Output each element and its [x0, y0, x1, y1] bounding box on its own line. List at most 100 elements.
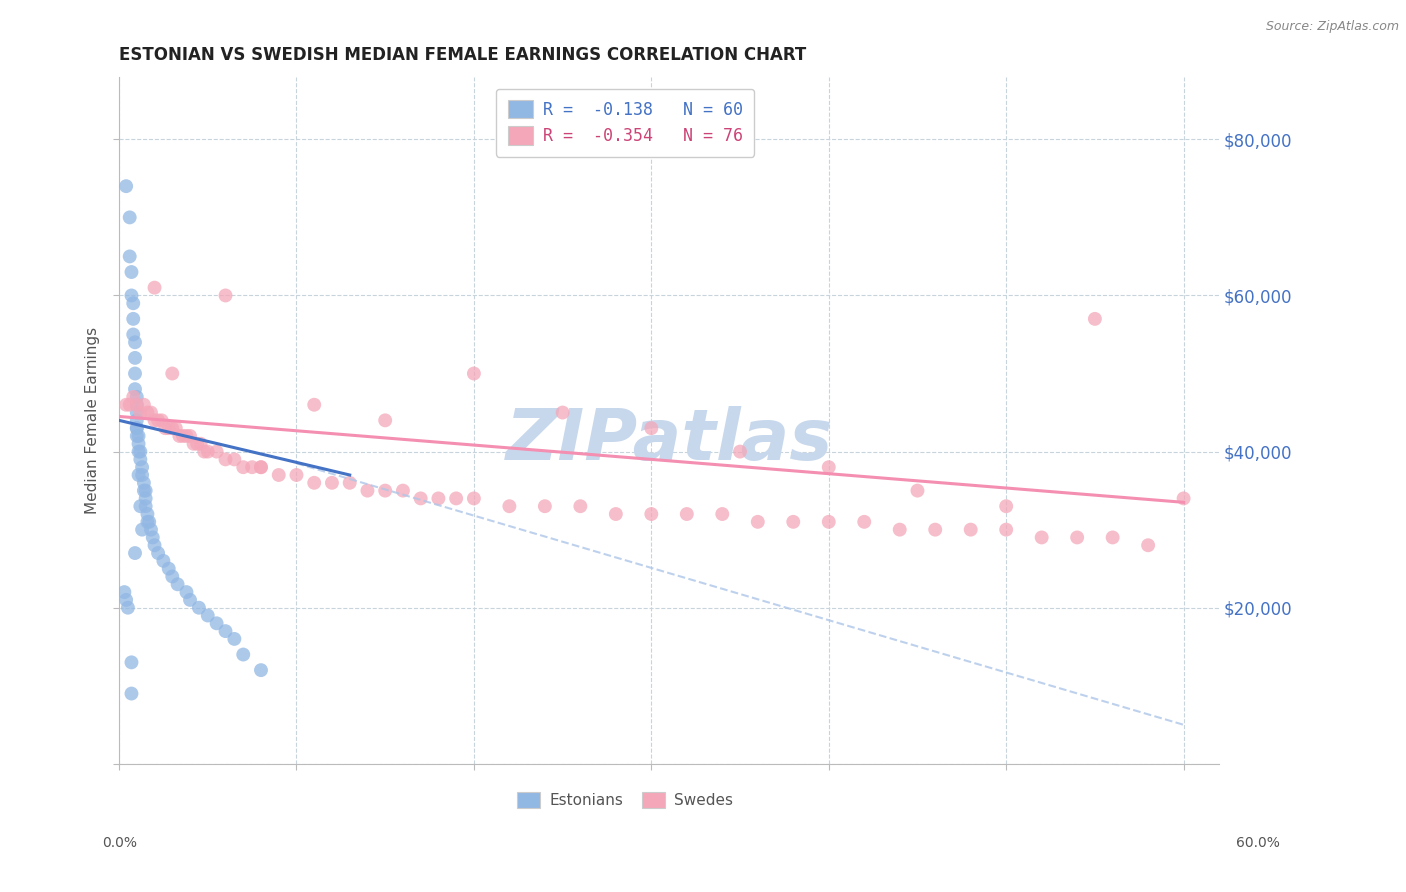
Point: [193, 444, 215, 458]
Point: [356, 483, 378, 498]
Point: [176, 429, 198, 443]
Point: [551, 405, 574, 419]
Point: [115, 179, 138, 194]
Point: [162, 367, 184, 381]
Point: [250, 460, 273, 475]
Point: [150, 413, 173, 427]
Point: [1031, 531, 1053, 545]
Point: [143, 280, 166, 294]
Point: [132, 483, 155, 498]
Text: Source: ZipAtlas.com: Source: ZipAtlas.com: [1265, 20, 1399, 33]
Point: [463, 491, 485, 506]
Point: [121, 288, 143, 302]
Point: [125, 405, 148, 419]
Point: [197, 444, 219, 458]
Point: [728, 444, 751, 458]
Point: [374, 483, 396, 498]
Point: [214, 452, 236, 467]
Point: [959, 523, 981, 537]
Point: [1084, 311, 1107, 326]
Point: [124, 367, 146, 381]
Point: [112, 585, 135, 599]
Point: [711, 507, 734, 521]
Point: [131, 523, 153, 537]
Text: 60.0%: 60.0%: [1236, 836, 1281, 850]
Point: [129, 444, 152, 458]
Point: [214, 288, 236, 302]
Point: [124, 546, 146, 560]
Point: [427, 491, 450, 506]
Point: [122, 390, 145, 404]
Point: [640, 421, 662, 435]
Point: [853, 515, 876, 529]
Point: [197, 608, 219, 623]
Point: [125, 390, 148, 404]
Point: [817, 460, 839, 475]
Point: [135, 491, 157, 506]
Point: [132, 475, 155, 490]
Point: [136, 507, 159, 521]
Point: [131, 468, 153, 483]
Point: [139, 405, 162, 419]
Point: [817, 515, 839, 529]
Point: [889, 523, 911, 537]
Point: [157, 421, 180, 435]
Text: ZIPatlas: ZIPatlas: [505, 407, 832, 475]
Point: [138, 515, 160, 529]
Point: [392, 483, 415, 498]
Point: [122, 296, 145, 310]
Point: [782, 515, 804, 529]
Point: [1066, 531, 1088, 545]
Point: [605, 507, 627, 521]
Point: [190, 437, 212, 451]
Point: [146, 546, 169, 560]
Point: [240, 460, 263, 475]
Point: [675, 507, 697, 521]
Point: [115, 593, 138, 607]
Point: [152, 554, 174, 568]
Point: [122, 327, 145, 342]
Point: [463, 367, 485, 381]
Point: [339, 475, 361, 490]
Point: [640, 507, 662, 521]
Point: [132, 398, 155, 412]
Point: [135, 483, 157, 498]
Point: [142, 531, 165, 545]
Point: [128, 444, 150, 458]
Point: [374, 413, 396, 427]
Point: [125, 398, 148, 412]
Point: [136, 515, 159, 529]
Point: [128, 437, 150, 451]
Point: [117, 600, 139, 615]
Point: [205, 616, 228, 631]
Point: [321, 475, 343, 490]
Point: [157, 562, 180, 576]
Point: [302, 475, 325, 490]
Point: [1101, 531, 1123, 545]
Point: [907, 483, 929, 498]
Text: 0.0%: 0.0%: [103, 836, 136, 850]
Point: [125, 421, 148, 435]
Point: [995, 523, 1018, 537]
Point: [183, 437, 205, 451]
Point: [166, 577, 188, 591]
Point: [250, 663, 273, 677]
Point: [285, 468, 308, 483]
Point: [129, 452, 152, 467]
Point: [131, 460, 153, 475]
Point: [224, 452, 246, 467]
Point: [124, 335, 146, 350]
Point: [121, 656, 143, 670]
Point: [124, 382, 146, 396]
Point: [498, 500, 520, 514]
Point: [924, 523, 946, 537]
Point: [153, 421, 176, 435]
Point: [232, 460, 254, 475]
Point: [118, 211, 141, 225]
Point: [179, 429, 201, 443]
Point: [125, 421, 148, 435]
Point: [176, 585, 198, 599]
Point: [267, 468, 290, 483]
Point: [1137, 538, 1160, 552]
Point: [118, 398, 141, 412]
